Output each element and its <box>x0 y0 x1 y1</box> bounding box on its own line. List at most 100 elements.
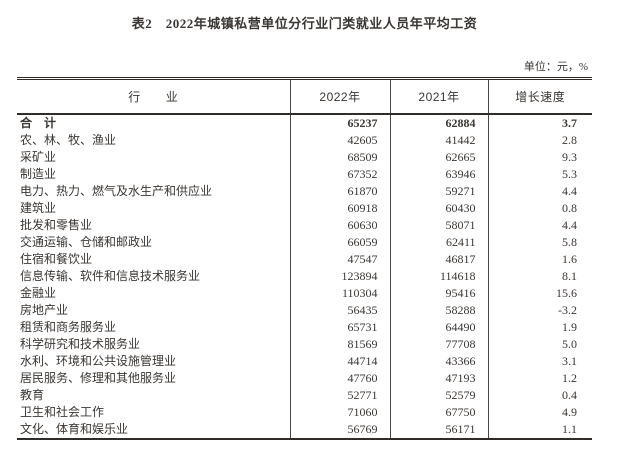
value-2021-cell: 58288 <box>390 302 489 319</box>
growth-rate-cell: 4.4 <box>562 184 577 198</box>
header-growth-rate: 增长速度 <box>488 78 592 115</box>
value-2022-cell: 68509 <box>290 149 391 166</box>
value-2021-cell: 114618 <box>390 268 489 285</box>
industry-cell: 交通运输、仓储和邮政业 <box>17 234 291 251</box>
table-row: 合 计 65237 62884 3.7 <box>17 114 592 132</box>
industry-cell: 农、林、牧、渔业 <box>17 132 291 149</box>
value-2022-cell: 60918 <box>290 200 391 217</box>
value-2022-cell: 42605 <box>290 132 391 149</box>
industry-cell: 合 计 <box>17 114 291 132</box>
table-row: 居民服务、修理和其他服务业 47760 47193 1.2 <box>17 370 592 387</box>
value-2021-cell: 95416 <box>390 285 489 302</box>
value-2021-cell: 58071 <box>390 217 489 234</box>
table-body: 合 计 65237 62884 3.7 农、林、牧、渔业 42605 41442 2.8 采矿业… <box>17 114 592 439</box>
table-row: 金融业 110304 95416 15.6 <box>17 285 592 302</box>
industry-cell: 批发和零售业 <box>17 217 291 234</box>
growth-rate-cell: 1.1 <box>562 422 577 436</box>
growth-rate-cell: 5.0 <box>562 337 577 351</box>
industry-cell: 房地产业 <box>17 302 291 319</box>
value-2021-cell: 77708 <box>390 336 489 353</box>
value-2022-cell: 65237 <box>290 114 391 132</box>
table-row: 卫生和社会工作 71060 67750 4.9 <box>17 404 592 421</box>
unit-label: 单位：元，% <box>523 61 588 73</box>
growth-rate-cell: 3.1 <box>562 354 577 368</box>
value-2022-cell: 47760 <box>290 370 391 387</box>
value-2022-cell: 110304 <box>290 285 391 302</box>
table-row: 制造业 67352 63946 5.3 <box>17 166 592 183</box>
growth-rate-cell: 5.3 <box>562 167 577 181</box>
value-2022-cell: 71060 <box>290 404 391 421</box>
table-row: 教育 52771 52579 0.4 <box>17 387 592 404</box>
value-2022-cell: 44714 <box>290 353 391 370</box>
value-2022-cell: 56769 <box>290 421 391 439</box>
growth-rate-cell: 1.9 <box>562 320 577 334</box>
industry-cell: 教育 <box>17 387 291 404</box>
header-year-2021: 2021年 <box>390 78 489 115</box>
table-row: 科学研究和技术服务业 81569 77708 5.0 <box>17 336 592 353</box>
value-2022-cell: 81569 <box>290 336 391 353</box>
table-row: 房地产业 56435 58288 -3.2 <box>17 302 592 319</box>
growth-rate-cell: 4.9 <box>562 405 577 419</box>
growth-rate-cell: 0.8 <box>562 201 577 215</box>
industry-cell: 文化、体育和娱乐业 <box>17 421 291 439</box>
table-row: 电力、热力、燃气及水生产和供应业 61870 59271 4.4 <box>17 183 592 200</box>
value-2021-cell: 64490 <box>390 319 489 336</box>
header-year-2022: 2022年 <box>290 78 391 115</box>
growth-rate-cell: -3.2 <box>558 303 577 317</box>
growth-rate-cell: 1.6 <box>562 252 577 266</box>
growth-rate-cell: 4.4 <box>562 218 577 232</box>
value-2022-cell: 123894 <box>290 268 391 285</box>
table-row: 建筑业 60918 60430 0.8 <box>17 200 592 217</box>
industry-cell: 信息传输、软件和信息技术服务业 <box>17 268 291 285</box>
value-2021-cell: 60430 <box>390 200 489 217</box>
table-row: 文化、体育和娱乐业 56769 56171 1.1 <box>17 421 592 439</box>
value-2021-cell: 46817 <box>390 251 489 268</box>
value-2021-cell: 62884 <box>390 114 489 132</box>
industry-cell: 科学研究和技术服务业 <box>17 336 291 353</box>
value-2022-cell: 56435 <box>290 302 391 319</box>
value-2022-cell: 47547 <box>290 251 391 268</box>
growth-rate-cell: 15.6 <box>556 286 577 300</box>
value-2021-cell: 41442 <box>390 132 489 149</box>
value-2021-cell: 63946 <box>390 166 489 183</box>
table-title: 表2 2022年城镇私营单位分行业门类就业人员年平均工资 <box>131 16 478 31</box>
industry-cell: 制造业 <box>17 166 291 183</box>
value-2021-cell: 62665 <box>390 149 489 166</box>
table-row: 采矿业 68509 62665 9.3 <box>17 149 592 166</box>
header-industry: 行 业 <box>17 78 291 115</box>
table-row: 批发和零售业 60630 58071 4.4 <box>17 217 592 234</box>
industry-cell: 居民服务、修理和其他服务业 <box>17 370 291 387</box>
industry-cell: 金融业 <box>17 285 291 302</box>
value-2021-cell: 67750 <box>390 404 489 421</box>
growth-rate-cell: 9.3 <box>562 150 577 164</box>
wage-table: 行 业 2022年 2021年 增长速度 合 计 65237 62884 3.7 农、林… <box>17 77 592 440</box>
value-2022-cell: 60630 <box>290 217 391 234</box>
table-row: 农、林、牧、渔业 42605 41442 2.8 <box>17 132 592 149</box>
value-2022-cell: 65731 <box>290 319 391 336</box>
table-row: 水利、环境和公共设施管理业 44714 43366 3.1 <box>17 353 592 370</box>
value-2021-cell: 52579 <box>390 387 489 404</box>
value-2021-cell: 56171 <box>390 421 489 439</box>
growth-rate-cell: 0.4 <box>562 388 577 402</box>
industry-cell: 采矿业 <box>17 149 291 166</box>
table-row: 租赁和商务服务业 65731 64490 1.9 <box>17 319 592 336</box>
value-2022-cell: 61870 <box>290 183 391 200</box>
growth-rate-cell: 1.2 <box>562 371 577 385</box>
industry-cell: 卫生和社会工作 <box>17 404 291 421</box>
growth-rate-cell: 2.8 <box>562 133 577 147</box>
growth-rate-cell: 5.8 <box>562 235 577 249</box>
industry-cell: 租赁和商务服务业 <box>17 319 291 336</box>
value-2021-cell: 59271 <box>390 183 489 200</box>
value-2021-cell: 43366 <box>390 353 489 370</box>
value-2022-cell: 52771 <box>290 387 391 404</box>
industry-cell: 住宿和餐饮业 <box>17 251 291 268</box>
header-row: 行 业 2022年 2021年 增长速度 <box>17 78 592 115</box>
industry-cell: 建筑业 <box>17 200 291 217</box>
industry-cell: 水利、环境和公共设施管理业 <box>17 353 291 370</box>
growth-rate-cell: 3.7 <box>562 116 577 130</box>
value-2021-cell: 62411 <box>390 234 489 251</box>
table-row: 信息传输、软件和信息技术服务业 123894 114618 8.1 <box>17 268 592 285</box>
value-2022-cell: 67352 <box>290 166 391 183</box>
industry-cell: 电力、热力、燃气及水生产和供应业 <box>17 183 291 200</box>
